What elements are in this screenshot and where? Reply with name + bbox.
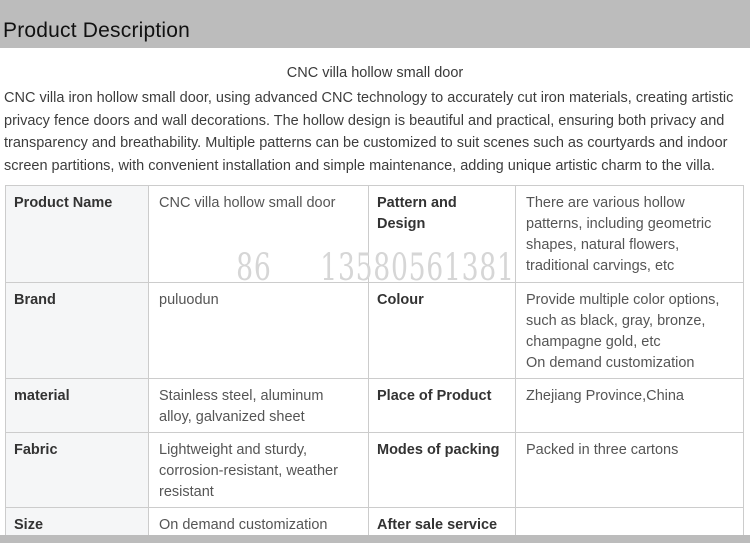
spec-label: Colour	[368, 282, 516, 379]
spec-value: Packed in three cartons	[515, 432, 744, 508]
spec-label: Product Name	[5, 185, 149, 283]
spec-value: puluodun	[148, 282, 369, 379]
spec-table: Product Name CNC villa hollow small door…	[5, 185, 744, 541]
spec-value: Zhejiang Province,China	[515, 378, 744, 433]
table-row: Fabric Lightweight and sturdy, corrosion…	[5, 432, 744, 508]
spec-label: Fabric	[5, 432, 149, 508]
spec-value: CNC villa hollow small door	[148, 185, 369, 283]
table-row: Brand puluodun Colour Provide multiple c…	[5, 282, 744, 379]
table-row: Product Name CNC villa hollow small door…	[5, 185, 744, 283]
table-row: material Stainless steel, aluminum alloy…	[5, 378, 744, 433]
spec-label: Modes of packing	[368, 432, 516, 508]
spec-value: Stainless steel, aluminum alloy, galvani…	[148, 378, 369, 433]
product-title: CNC villa hollow small door	[286, 65, 464, 81]
spec-label: Place of Product	[368, 378, 516, 433]
spec-label: Brand	[5, 282, 149, 379]
section-header-bar: Product Description	[0, 0, 750, 48]
spec-label: Pattern and Design	[368, 185, 516, 283]
bottom-gray-bar	[0, 535, 750, 543]
section-title: Product Description	[3, 19, 191, 42]
spec-label: material	[5, 378, 149, 433]
product-description-text: CNC villa iron hollow small door, using …	[4, 90, 734, 174]
spec-value: Lightweight and sturdy, corrosion-resist…	[148, 432, 369, 508]
spec-value: Provide multiple color options, such as …	[515, 282, 744, 379]
spec-value: There are various hollow patterns, inclu…	[515, 185, 744, 283]
